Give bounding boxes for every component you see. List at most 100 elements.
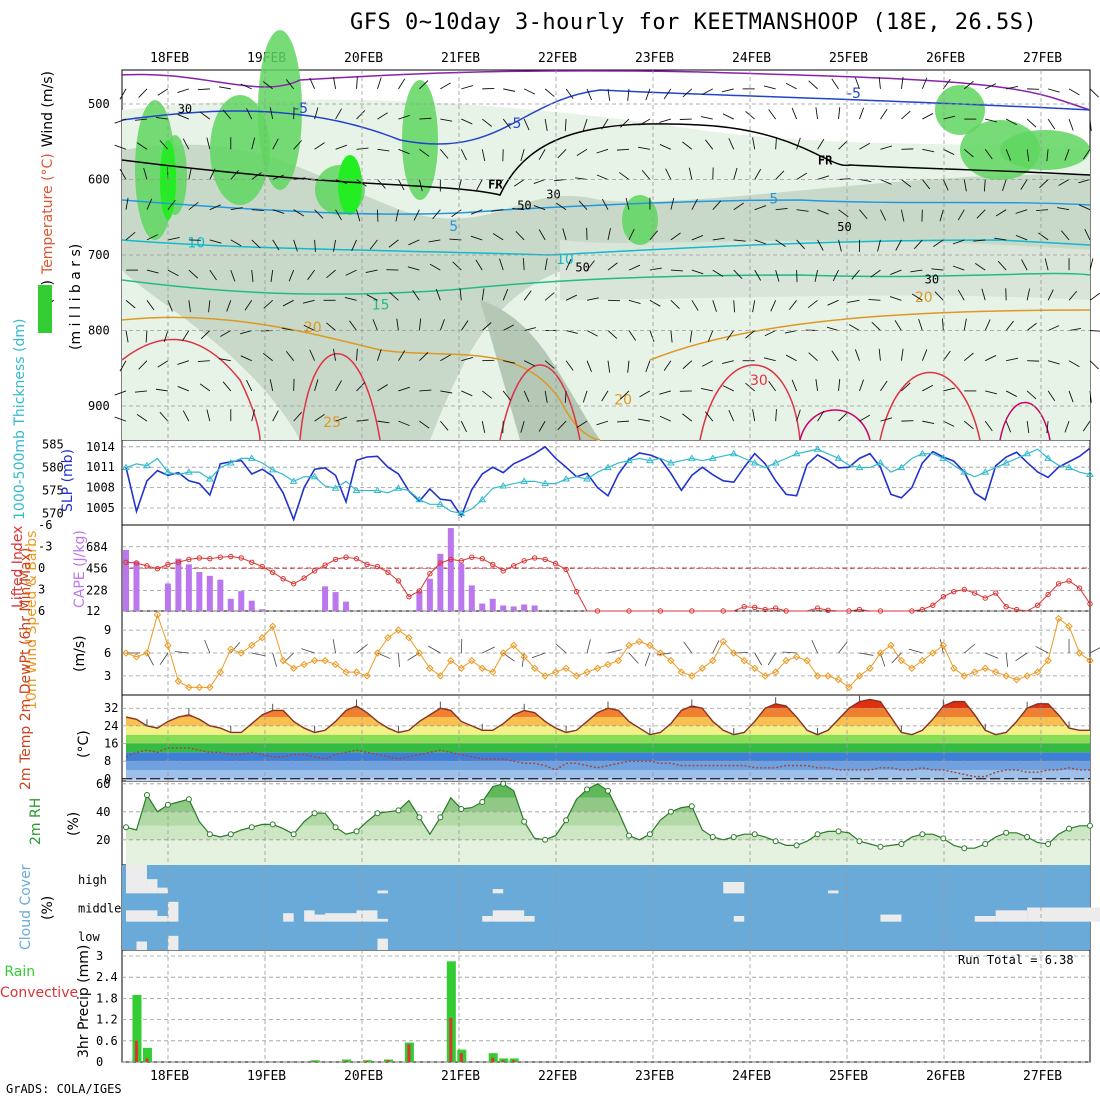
wind-speed-point [143,649,151,657]
wind-barb [155,116,168,120]
wind-barb [365,269,378,274]
wind-barb [475,259,483,271]
precip-conv-bar [292,1061,296,1062]
wind-barb [396,318,399,331]
surface-wind-barb [767,652,776,666]
wind-barb [607,228,611,240]
wind-speed-point [572,672,581,680]
li-ylabel: Lifted Index [10,526,26,608]
wind-barb [763,357,776,362]
precip-tick: 1.2 [96,1013,118,1027]
date-label-top: 25FEB [829,51,868,66]
thickness-point [666,459,675,466]
surface-wind-barb [332,639,336,654]
wind-barb [492,233,504,241]
li-point [228,553,234,560]
li-point [395,578,402,584]
precip-conv-bar [459,1053,463,1062]
wind-barb [1026,118,1037,128]
wind-speed-point [750,664,759,672]
wind-barb [943,420,955,427]
cape-bar [332,592,339,611]
wind-barb [440,390,453,394]
wind-speed-point [258,634,266,642]
rh-label: 30 [178,102,192,116]
cloud-level-label: high [78,873,107,887]
wind-barb [894,320,902,331]
date-label-top: 26FEB [926,51,965,66]
wind-barb [564,390,567,403]
wind-barb [125,231,136,241]
rh-point [835,828,842,835]
surface-wind-barb [521,652,525,667]
wind-barb [145,330,148,343]
cape-bar [426,578,433,611]
li-point [594,608,601,614]
rh-point [730,834,737,840]
wind-barb [314,107,319,120]
wind-barb [481,118,492,127]
wind-barb [733,167,738,180]
wind-barb [705,411,714,422]
wind-barb [119,88,127,100]
wind-barb [768,109,777,120]
temperature-contour [121,89,1091,145]
temperature-label: 20 [304,320,322,336]
wind-barb [784,330,797,334]
rh-label: 50 [837,220,851,234]
rh-point [919,831,926,838]
li-point [961,586,967,593]
wind-barb [459,288,462,301]
rh-point [625,832,632,839]
wind-barb [544,292,555,301]
wind-barb [461,356,473,362]
wind-barb [851,269,860,280]
cape-bar [123,550,129,611]
surface-wind-barb [482,646,496,654]
wind-barb [114,144,127,150]
wind-speed-point [342,668,350,676]
wind-barb [1068,290,1078,301]
li-point [762,606,768,613]
wind-barb [901,382,911,392]
wind-barb [601,198,609,210]
thickness-point [960,468,969,475]
wind-barb [481,149,486,162]
wind-barb [754,205,767,211]
wind-barb [372,319,378,331]
pressure-tick: 600 [88,172,110,186]
wind-barb [1006,357,1019,362]
surface-wind-barb [607,649,622,654]
wind-speed-point [960,672,968,680]
thickness-point [268,465,277,473]
rh-point [563,817,570,824]
rh-point [437,814,444,821]
wind-barb [182,410,190,422]
precip-conv-bar [365,1060,369,1062]
thickness-point [625,456,633,464]
wind-barb [659,415,672,422]
cape-bar [510,606,517,611]
wind-speed-point [991,668,1000,676]
wind-barb [627,360,630,373]
wind-barb [460,320,469,331]
wind-barb [880,179,892,185]
cloud-block [524,916,535,922]
wind-barb [607,360,611,373]
wind-barb [557,420,567,431]
temperature-contour [121,70,1091,111]
wind-barb [700,387,713,392]
wind-speed-point [384,634,392,642]
wind-speed-point [363,672,371,680]
wind-barb [1064,149,1070,161]
wind-barb [314,209,324,219]
rh-high-patch [402,80,438,200]
wind-barb [752,300,756,313]
li-point [301,575,307,581]
surface-wind-barb [301,648,315,654]
wind-barb [125,299,136,309]
temperature-label: -5 [294,101,308,117]
wind-barb [520,149,525,161]
wind-speed-point [1002,672,1010,680]
wind-barb [293,239,298,252]
